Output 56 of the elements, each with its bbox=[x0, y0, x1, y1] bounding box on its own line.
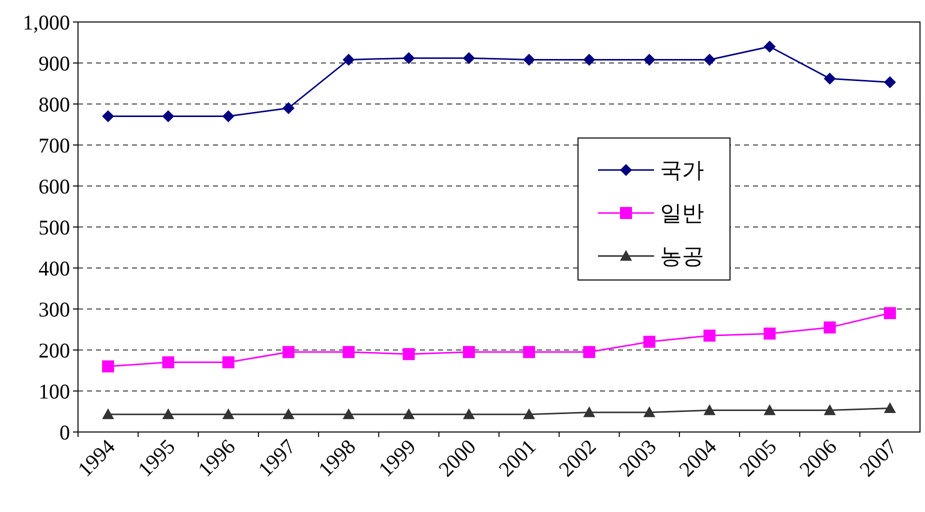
point bbox=[402, 52, 415, 64]
y-tick-label: 600 bbox=[38, 174, 70, 198]
point bbox=[102, 360, 114, 372]
point bbox=[583, 406, 596, 418]
point bbox=[162, 356, 174, 368]
point bbox=[462, 52, 475, 64]
point bbox=[704, 404, 716, 416]
point bbox=[282, 346, 294, 358]
point bbox=[462, 346, 475, 358]
point bbox=[523, 346, 536, 358]
point bbox=[342, 346, 355, 358]
y-tick-label: 700 bbox=[38, 133, 70, 158]
y-tick-label: 100 bbox=[38, 379, 70, 404]
y-tick-label: 400 bbox=[38, 256, 70, 280]
point bbox=[102, 408, 114, 420]
point bbox=[523, 408, 536, 420]
point bbox=[643, 336, 656, 348]
point bbox=[402, 348, 415, 360]
point bbox=[824, 72, 836, 85]
point bbox=[162, 408, 174, 420]
point bbox=[462, 408, 475, 420]
point bbox=[222, 408, 234, 420]
point bbox=[643, 406, 656, 418]
y-tick-label: 0 bbox=[60, 420, 70, 444]
y-tick-label: 900 bbox=[38, 51, 70, 76]
point bbox=[523, 54, 536, 66]
point bbox=[824, 321, 836, 334]
y-tick-label: 500 bbox=[38, 215, 70, 240]
y-tick-label: 300 bbox=[38, 297, 70, 322]
y-tick-label: 800 bbox=[38, 92, 70, 116]
point bbox=[704, 330, 716, 342]
point bbox=[884, 307, 896, 320]
point bbox=[764, 328, 776, 340]
point bbox=[282, 408, 294, 420]
y-tick-label: 1,000 bbox=[22, 10, 70, 34]
point bbox=[884, 402, 896, 414]
point bbox=[342, 408, 355, 420]
point bbox=[583, 54, 596, 66]
point bbox=[282, 102, 294, 114]
point bbox=[704, 54, 716, 66]
point bbox=[764, 404, 776, 416]
point bbox=[824, 404, 836, 416]
legend-label: 일반 bbox=[660, 200, 704, 226]
point bbox=[643, 54, 656, 66]
point bbox=[884, 76, 896, 88]
point bbox=[162, 110, 174, 122]
point bbox=[402, 408, 415, 420]
point bbox=[222, 110, 234, 122]
point bbox=[764, 40, 776, 53]
point bbox=[102, 110, 114, 122]
point bbox=[583, 346, 596, 358]
legend-label: 국가 bbox=[660, 158, 704, 183]
legend-label: 농공 bbox=[660, 244, 704, 269]
y-tick-label: 200 bbox=[38, 338, 70, 362]
point bbox=[342, 54, 355, 66]
point bbox=[222, 356, 234, 368]
